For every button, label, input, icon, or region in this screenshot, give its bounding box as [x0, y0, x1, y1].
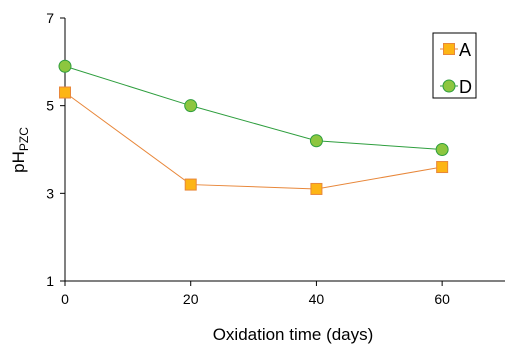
- y-tick-label: 5: [46, 98, 54, 114]
- y-axis-title-sub: PZC: [17, 127, 31, 151]
- y-axis-title-main: pH: [9, 151, 28, 173]
- data-point-a: [59, 86, 71, 99]
- data-point-d: [58, 59, 72, 73]
- legend-label-a: A: [459, 40, 471, 60]
- series-line-d: [64, 65, 443, 150]
- data-point-d: [184, 99, 198, 113]
- x-tick-label: 20: [183, 291, 199, 307]
- legend-label-d: D: [459, 77, 472, 97]
- series-line-a: [64, 92, 443, 190]
- data-point-a: [436, 161, 449, 174]
- legend-marker-d: [442, 79, 456, 93]
- legend-marker-a: [443, 43, 455, 55]
- data-point-d: [309, 134, 323, 148]
- y-tick-label: 1: [46, 273, 54, 289]
- data-point-a: [310, 182, 323, 195]
- x-axis-ticks: 0 20 40 60: [61, 281, 450, 307]
- legend: AD: [432, 32, 477, 99]
- x-tick-label: 40: [309, 291, 325, 307]
- x-tick-label: 0: [61, 291, 69, 307]
- y-axis-ticks: 1 3 5 7: [46, 10, 65, 289]
- data-point-a: [184, 178, 197, 191]
- y-tick-label: 7: [46, 10, 54, 26]
- y-tick-label: 3: [46, 185, 54, 201]
- data-point-d: [435, 143, 449, 156]
- x-axis-title: Oxidation time (days): [213, 325, 374, 344]
- series-layer: [58, 59, 449, 195]
- legend-items: AD: [440, 40, 472, 97]
- y-axis-title: pHPZC: [9, 127, 31, 173]
- x-tick-label: 60: [434, 291, 450, 307]
